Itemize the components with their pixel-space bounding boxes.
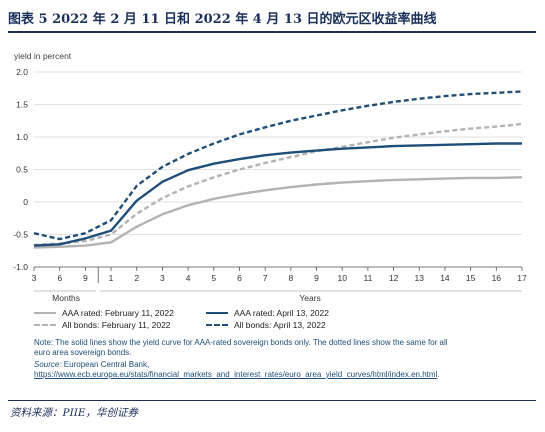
source-line: Source: European Central Bank, https://w… (34, 360, 459, 380)
source-text: European Central Bank, (61, 360, 150, 369)
y-tick-label: 1.0 (16, 132, 28, 142)
axis-layer (33, 266, 523, 292)
series-line-3 (33, 90, 523, 241)
legend-item-all-apr: All bonds: April 13, 2022 (206, 320, 326, 330)
y-tick-label: 1.5 (16, 100, 28, 110)
legend-label: All bonds: February 11, 2022 (62, 320, 171, 330)
x-tick-label: 16 (492, 273, 502, 283)
legend-swatch (34, 324, 56, 326)
x-tick-label: 3 (160, 273, 165, 283)
footer-source: 资料来源：PIIE，华创证券 (10, 407, 139, 419)
x-tick-label: 1 (109, 273, 114, 283)
legend-swatch (34, 312, 56, 314)
legend-swatch (206, 312, 228, 314)
x-group-label-years: Years (299, 293, 320, 303)
legend-item-all-feb: All bonds: February 11, 2022 (34, 320, 171, 330)
chart-note: Note: The solid lines show the yield cur… (34, 338, 459, 382)
y-tick-label: 2.0 (16, 67, 28, 77)
x-tick-label: 6 (57, 273, 62, 283)
x-tick-label: 10 (337, 273, 347, 283)
label-layer: 2.01.51.00.50-0.5-1.03 6 9 1 2 3 4 5 6 7 8 9 10 11 12 1… (13, 67, 527, 303)
x-tick-label: 5 (211, 273, 216, 283)
y-tick-label: 0 (23, 197, 28, 207)
y-axis-unit-label: yield in percent (14, 51, 72, 61)
chart-legend: AAA rated: February 11, 2022 AAA rated: … (34, 308, 394, 330)
x-tick-label: 6 (237, 273, 242, 283)
title-divider (8, 31, 536, 33)
x-tick-label: 4 (186, 273, 191, 283)
footer-divider (8, 400, 536, 401)
series-line-2 (33, 142, 522, 247)
x-tick-label: 11 (363, 273, 372, 283)
x-tick-label: 9 (83, 273, 88, 283)
x-tick-label: 17 (517, 273, 527, 283)
x-tick-label: 3 (32, 273, 37, 283)
figure-title: 图表 5 2022 年 2 月 11 日和 2022 年 4 月 13 日的欧元… (8, 12, 437, 27)
source-link[interactable]: https://www.ecb.europa.eu/stats/financia… (34, 370, 438, 379)
x-tick-label: 7 (263, 273, 268, 283)
x-tick-label: 14 (440, 273, 450, 283)
series-layer (33, 90, 523, 249)
source-end: . (437, 370, 440, 379)
y-tick-label: -1.0 (13, 262, 28, 272)
x-group-label-months: Months (52, 293, 80, 303)
legend-item-aaa-feb: AAA rated: February 11, 2022 (34, 308, 174, 318)
series-line-1 (33, 122, 523, 247)
legend-label: AAA rated: February 11, 2022 (62, 308, 174, 318)
x-tick-label: 13 (415, 273, 425, 283)
y-tick-label: 0.5 (16, 165, 28, 175)
legend-label: All bonds: April 13, 2022 (234, 320, 326, 330)
x-tick-label: 12 (389, 273, 399, 283)
source-label: Source: (34, 360, 62, 369)
legend-swatch (206, 324, 228, 326)
x-tick-label: 9 (314, 273, 319, 283)
yield-curve-chart: 2.01.51.00.50-0.5-1.03 6 9 1 2 3 4 5 6 7 8 9 10 11 12 1… (13, 67, 527, 303)
x-tick-label: 2 (134, 273, 139, 283)
series-line-0 (33, 176, 523, 249)
legend-label: AAA rated: April 13, 2022 (234, 308, 329, 318)
y-tick-label: -0.5 (13, 230, 28, 240)
legend-item-aaa-apr: AAA rated: April 13, 2022 (206, 308, 329, 318)
note-text: Note: The solid lines show the yield cur… (34, 338, 448, 357)
x-tick-label: 8 (288, 273, 293, 283)
x-tick-label: 15 (466, 273, 476, 283)
grid-layer (34, 71, 522, 268)
